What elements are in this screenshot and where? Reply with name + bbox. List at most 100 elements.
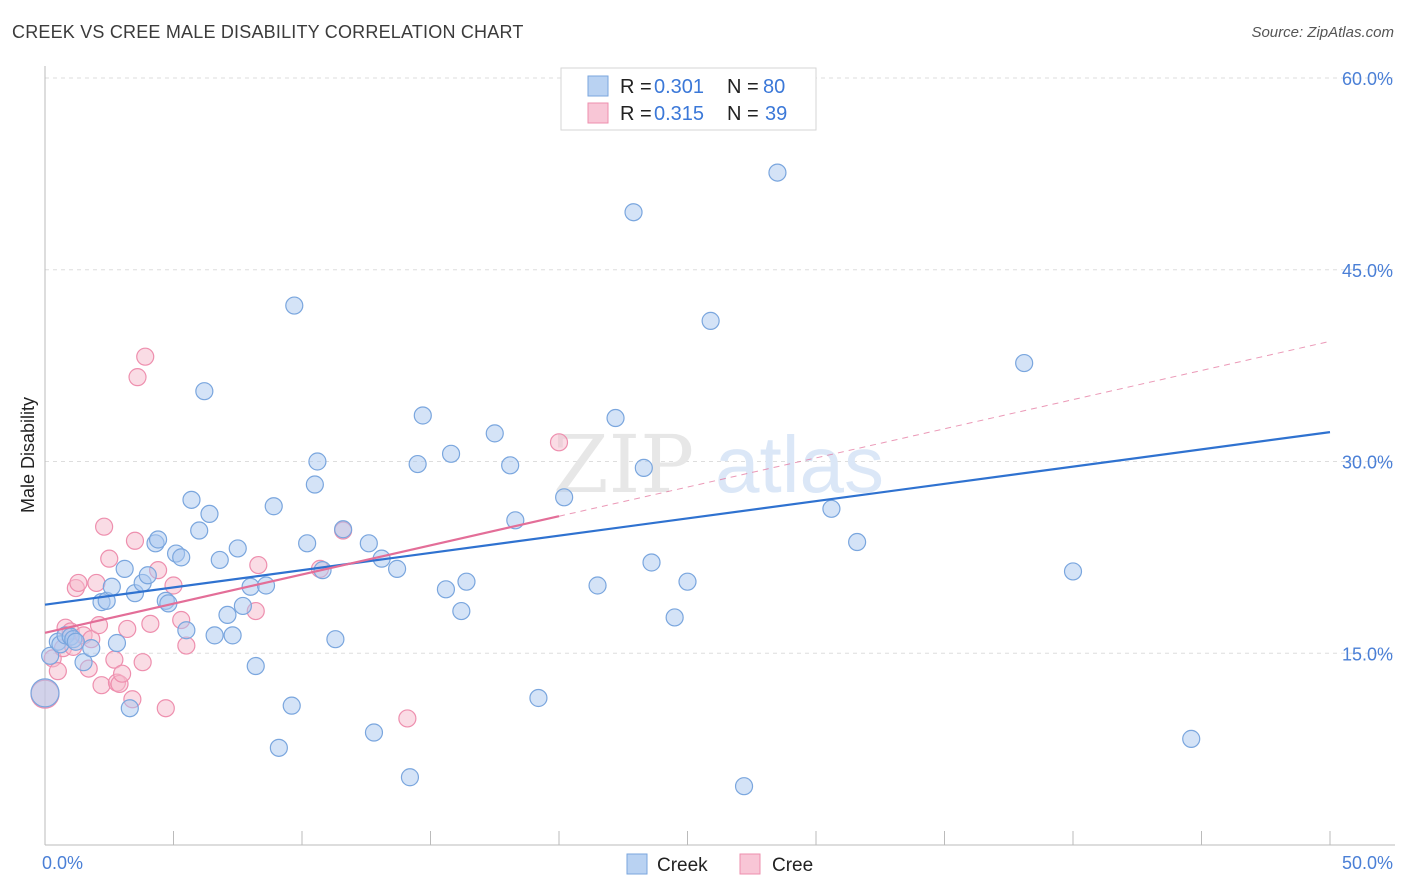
legend-r-label: R = xyxy=(620,76,652,98)
legend-n-label: N = xyxy=(727,76,759,98)
creek-point xyxy=(120,699,139,718)
creek-point xyxy=(182,490,201,509)
source-label: Source: ZipAtlas.com xyxy=(1251,24,1394,41)
cree-point xyxy=(95,517,114,536)
cree-point xyxy=(164,576,183,595)
creek-point xyxy=(606,408,625,428)
bottom-legend-label-cree: Cree xyxy=(772,855,813,876)
creek-point xyxy=(555,488,574,507)
y-axis-title: Male Disability xyxy=(18,397,38,513)
creek-point xyxy=(588,576,607,595)
creek-point xyxy=(210,550,229,570)
creek-points xyxy=(30,163,1201,796)
cree-trend-line xyxy=(44,515,560,634)
creek-point xyxy=(148,530,168,549)
creek-point xyxy=(246,656,265,676)
creek-point xyxy=(195,382,214,401)
creek-point xyxy=(30,678,60,708)
cree-point xyxy=(69,573,88,593)
creek-point xyxy=(66,632,85,651)
creek-point xyxy=(190,521,209,540)
creek-point xyxy=(326,630,345,649)
creek-point xyxy=(172,548,191,567)
x-tick-label: 0.0% xyxy=(42,853,83,873)
creek-point xyxy=(1182,729,1201,748)
creek-point xyxy=(400,768,420,787)
creek-trend-line xyxy=(44,431,1331,606)
y-tick-label: 15.0% xyxy=(1342,644,1393,664)
watermark-atlas: atlas xyxy=(715,420,884,509)
cree-point xyxy=(125,531,145,550)
creek-point xyxy=(115,559,134,578)
creek-point xyxy=(285,296,304,315)
cree-point xyxy=(100,549,119,568)
creek-point xyxy=(41,646,60,665)
creek-point xyxy=(1015,353,1034,373)
legend-r-value: 0.315 xyxy=(654,103,704,125)
watermark-zip: ZIP xyxy=(553,418,694,511)
cree-point xyxy=(141,614,160,633)
legend-swatch-creek xyxy=(587,75,609,97)
creek-point xyxy=(308,452,327,471)
creek-point xyxy=(102,577,121,596)
creek-point xyxy=(413,406,432,425)
trend-lines xyxy=(44,340,1331,634)
creek-point xyxy=(264,497,283,516)
creek-point xyxy=(529,688,548,708)
creek-point xyxy=(768,163,787,182)
creek-point xyxy=(305,475,324,494)
grid-lines xyxy=(45,77,1395,654)
bottom-legend-label-creek: Creek xyxy=(657,855,708,876)
cree-point xyxy=(133,653,152,672)
cree-point xyxy=(549,433,569,452)
creek-point xyxy=(282,696,301,715)
bottom-legend-swatch-creek xyxy=(626,853,648,875)
creek-point xyxy=(138,566,157,585)
creek-point xyxy=(233,596,252,616)
cree-point xyxy=(177,636,196,655)
legend: R = 0.301 N = 80 R = 0.315 N = 39 xyxy=(560,67,817,131)
cree-point xyxy=(398,709,417,728)
creek-point xyxy=(359,534,378,553)
creek-point xyxy=(256,576,276,595)
legend-n-label: N = xyxy=(727,103,759,125)
chart-title: CREEK VS CREE MALE DISABILITY CORRELATIO… xyxy=(12,22,524,42)
creek-point xyxy=(485,424,504,443)
cree-point xyxy=(48,662,67,681)
y-tick-label: 45.0% xyxy=(1342,261,1393,281)
legend-r-value: 0.301 xyxy=(654,76,704,98)
creek-point xyxy=(848,532,867,552)
creek-point xyxy=(822,499,841,518)
creek-point xyxy=(177,621,196,640)
x-tick-label: 50.0% xyxy=(1342,853,1393,873)
creek-point xyxy=(107,633,127,653)
cree-points xyxy=(30,347,569,728)
legend-n-value: 80 xyxy=(763,76,785,98)
creek-point xyxy=(1063,562,1083,581)
creek-point xyxy=(298,534,317,553)
cree-point xyxy=(136,347,155,366)
creek-point xyxy=(82,639,101,658)
creek-point xyxy=(205,626,224,645)
creek-point xyxy=(228,539,247,558)
legend-n-value: 39 xyxy=(765,103,787,125)
creek-point xyxy=(501,456,520,475)
cree-point xyxy=(156,699,175,718)
cree-point xyxy=(87,573,106,593)
cree-point xyxy=(112,664,132,683)
creek-point xyxy=(678,572,697,591)
creek-point xyxy=(624,203,643,222)
creek-point xyxy=(269,738,288,757)
creek-point xyxy=(334,520,353,539)
legend-swatch-cree xyxy=(587,102,609,124)
creek-point xyxy=(200,504,219,524)
y-tick-label: 30.0% xyxy=(1342,453,1393,473)
creek-point xyxy=(74,653,93,672)
bottom-legend-swatch-cree xyxy=(739,853,761,875)
cree-point xyxy=(118,619,137,639)
creek-point xyxy=(665,608,684,627)
y-tick-label: 60.0% xyxy=(1342,69,1393,89)
creek-point xyxy=(634,458,653,477)
creek-point xyxy=(364,723,384,742)
